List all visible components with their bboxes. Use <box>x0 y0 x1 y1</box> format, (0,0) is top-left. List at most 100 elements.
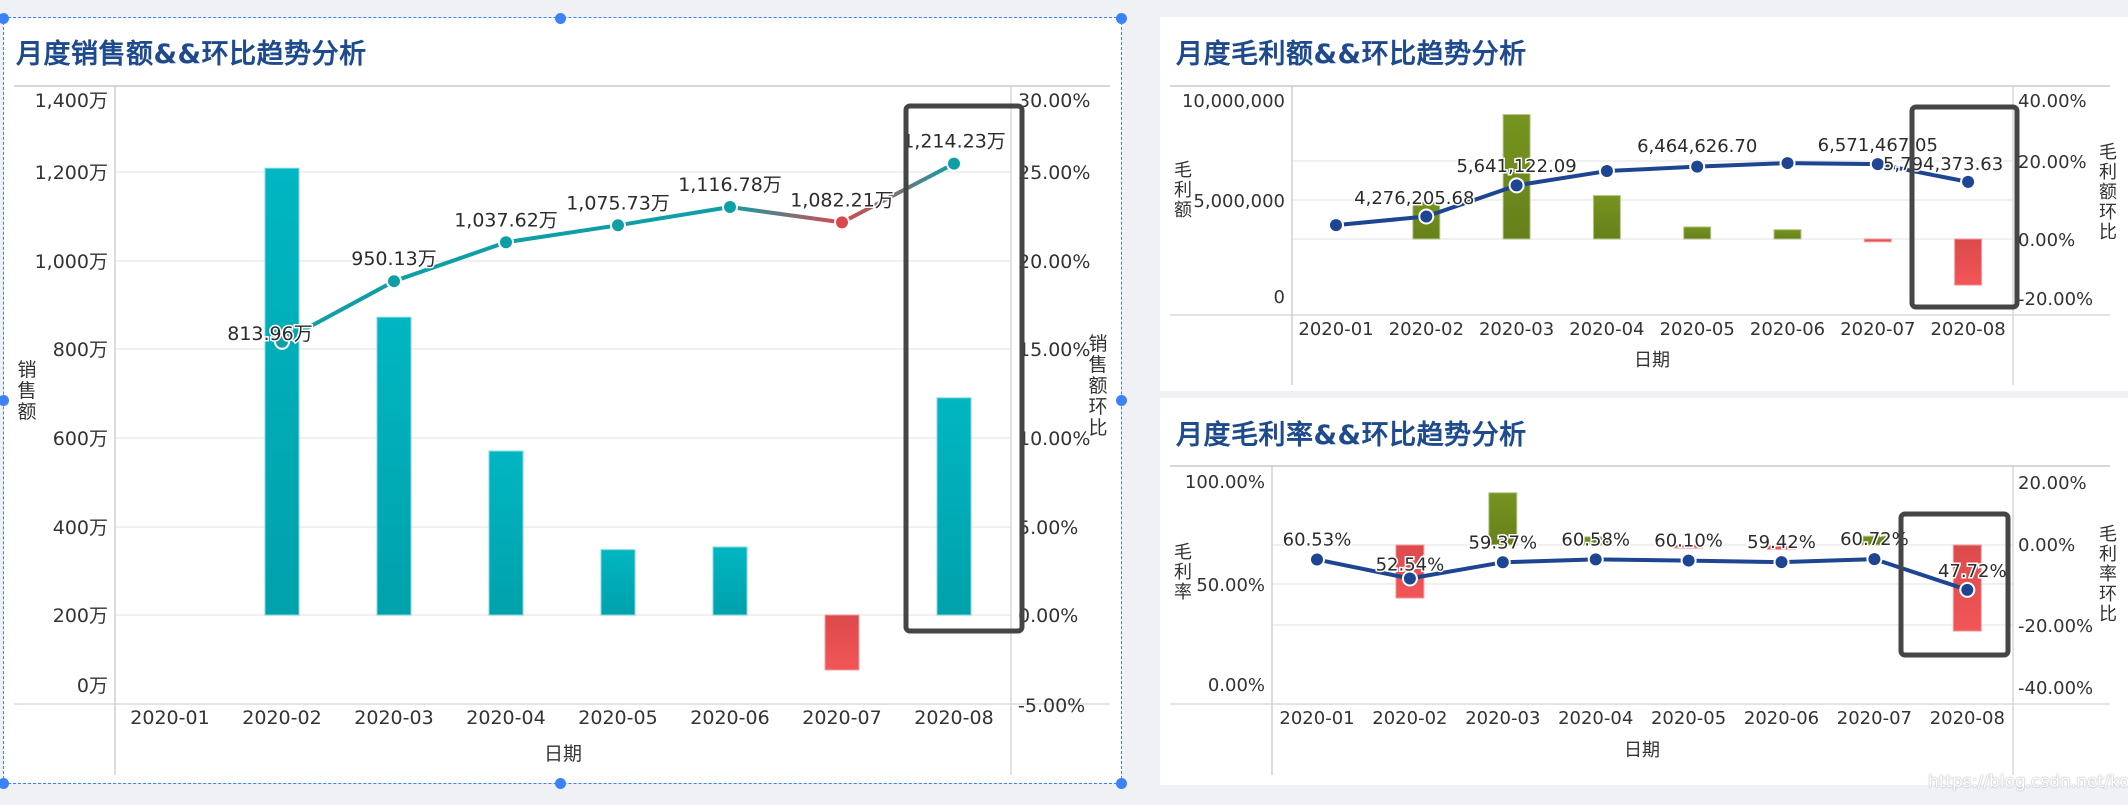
resize-handle-left[interactable] <box>0 395 9 406</box>
y2-tick-label: 20.00% <box>1018 251 1090 273</box>
data-label: 60.58% <box>1561 529 1630 550</box>
sales-chart-panel[interactable]: 月度销售额&&环比趋势分析 <box>3 17 1122 784</box>
y2-tick-label: 0.00% <box>2018 535 2075 556</box>
y-tick-label: 0万 <box>77 675 108 697</box>
y2-axis-title: 毛利率环比 <box>2099 524 2117 625</box>
data-point[interactable] <box>1691 160 1704 173</box>
mom-bar[interactable] <box>1863 238 1892 243</box>
data-point[interactable] <box>1868 553 1881 566</box>
data-point[interactable] <box>1775 556 1788 569</box>
data-point[interactable] <box>1510 179 1523 192</box>
data-point[interactable] <box>948 157 960 170</box>
y2-tick-label: 5.00% <box>1018 517 1078 539</box>
data-point[interactable] <box>724 201 736 214</box>
trend-line-segment <box>728 205 844 225</box>
y-tick-label: 1,000万 <box>35 251 108 273</box>
mom-bar[interactable] <box>488 450 524 616</box>
x-tick-label: 2020-04 <box>1569 319 1644 340</box>
mom-bar[interactable] <box>600 549 636 616</box>
mom-bar[interactable] <box>936 397 972 616</box>
mom-bar[interactable] <box>1488 492 1518 546</box>
trend-line-segment <box>504 223 620 245</box>
x-axis-title: 日期 <box>1634 350 1670 371</box>
x-tick-label: 2020-02 <box>1372 708 1447 729</box>
y2-axis-title: 销售额环比 <box>1088 333 1107 439</box>
data-point[interactable] <box>1589 553 1602 566</box>
resize-handle-top-left[interactable] <box>0 13 9 24</box>
data-point[interactable] <box>276 335 288 348</box>
y2-tick-label: 20.00% <box>2018 152 2087 173</box>
x-tick-label: 2020-07 <box>1837 708 1912 729</box>
resize-handle-top-right[interactable] <box>1116 13 1127 24</box>
data-point[interactable] <box>1781 157 1794 170</box>
highlight-box <box>1909 104 2020 310</box>
y-tick-label: 200万 <box>53 605 108 627</box>
x-tick-label: 2020-03 <box>1465 708 1540 729</box>
y2-tick-label: 40.00% <box>2018 91 2087 112</box>
mom-bar[interactable] <box>1592 195 1621 240</box>
y2-tick-label: 0.00% <box>2018 230 2075 251</box>
mom-bar[interactable] <box>1767 544 1796 551</box>
y2-tick-label: 20.00% <box>2018 473 2087 494</box>
mom-bar[interactable] <box>1581 536 1611 546</box>
y2-tick-label: 10.00% <box>1018 428 1090 450</box>
data-point[interactable] <box>388 275 400 288</box>
mom-bar[interactable] <box>1859 535 1889 546</box>
data-point[interactable] <box>612 219 624 232</box>
x-tick-label: 2020-06 <box>1744 708 1819 729</box>
trend-line-segment <box>1500 557 1598 565</box>
y-tick-label: 100.00% <box>1185 472 1265 493</box>
data-point[interactable] <box>1311 553 1323 566</box>
x-tick-label: 2020-08 <box>1930 319 2005 340</box>
mom-bar[interactable] <box>824 614 860 671</box>
y2-tick-label: -20.00% <box>2018 616 2093 637</box>
y-tick-label: 400万 <box>53 517 108 539</box>
x-axis-title: 日期 <box>544 743 582 765</box>
trend-line-segment <box>1424 183 1519 219</box>
y-tick-label: 600万 <box>53 428 108 450</box>
trend-line-segment <box>1785 161 1880 167</box>
mom-bar[interactable] <box>1502 114 1531 240</box>
data-point[interactable] <box>1961 583 1974 596</box>
trend-line-segment <box>1407 560 1505 581</box>
trend-line-segment <box>1604 164 1700 174</box>
resize-handle-top[interactable] <box>555 13 566 24</box>
trend-line-segment <box>1875 162 1971 184</box>
y-tick-label: 10,000,000 <box>1182 91 1285 112</box>
y-tick-label: 0 <box>1274 287 1285 308</box>
sales-chart-title: 月度销售额&&环比趋势分析 <box>16 39 367 70</box>
data-point[interactable] <box>1330 219 1342 232</box>
resize-handle-right[interactable] <box>1116 395 1127 406</box>
data-point[interactable] <box>500 236 512 249</box>
mom-bar[interactable] <box>264 167 300 616</box>
mom-bar[interactable] <box>1954 238 1983 286</box>
gross-profit-chart-panel[interactable]: 月度毛利额&&环比趋势分析 <box>1160 17 2128 391</box>
y-tick-label: 800万 <box>53 339 108 361</box>
mom-bar[interactable] <box>1773 229 1802 240</box>
data-point[interactable] <box>1682 554 1695 567</box>
data-point[interactable] <box>1871 158 1884 171</box>
mom-bar[interactable] <box>1674 544 1704 549</box>
resize-handle-bottom[interactable] <box>555 778 566 789</box>
gross_margin-chart: 0.00% 50.00% 100.00% -40.00% -20.00% 0.00% 20.… <box>1170 465 2110 775</box>
data-label: 6,464,626.70 <box>1637 136 1757 157</box>
data-label: 1,075.73万 <box>566 192 670 214</box>
mom-bar[interactable] <box>1683 226 1712 240</box>
data-point[interactable] <box>1496 556 1509 569</box>
data-point[interactable] <box>836 216 848 229</box>
y-tick-label: 50.00% <box>1196 575 1265 596</box>
data-label: 52.54% <box>1376 554 1445 575</box>
data-point[interactable] <box>1600 165 1613 178</box>
resize-handle-bottom-right[interactable] <box>1116 778 1127 789</box>
mom-bar[interactable] <box>712 546 748 616</box>
data-point[interactable] <box>1420 210 1433 223</box>
resize-handle-bottom-left[interactable] <box>0 778 9 789</box>
data-label: 47.72% <box>1938 561 2007 582</box>
x-tick-label: 2020-05 <box>1660 319 1735 340</box>
y2-tick-label: 0.00% <box>1018 605 1078 627</box>
data-point[interactable] <box>1403 572 1416 585</box>
trend-line-segment <box>1593 557 1691 563</box>
mom-bar[interactable] <box>376 316 412 616</box>
data-point[interactable] <box>1962 175 1975 188</box>
